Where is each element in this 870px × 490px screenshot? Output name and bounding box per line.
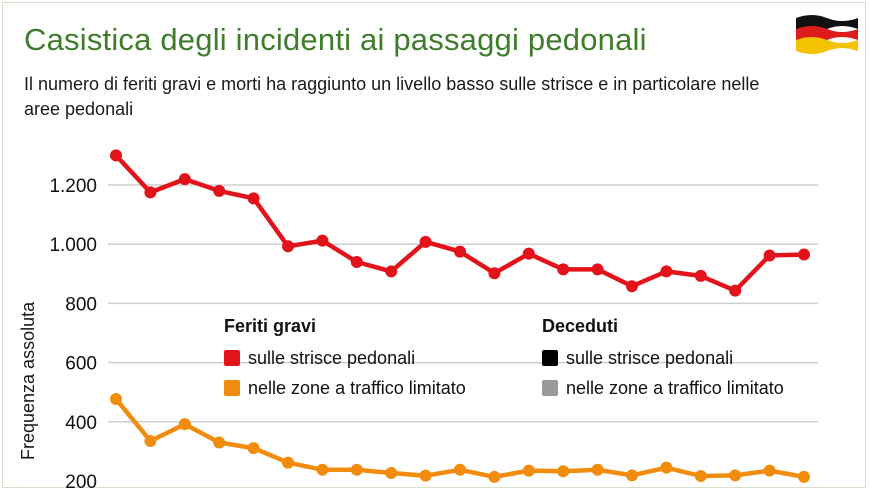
data-point [144,186,157,199]
data-point [316,463,329,476]
y-tick-label: 1.200 [49,176,97,197]
data-point [660,265,673,278]
legend-swatch-gray [542,380,558,396]
data-point [178,418,191,431]
data-point [350,255,363,268]
chart-title: Casistica degli incidenti ai passaggi pe… [24,22,647,57]
data-point [213,184,226,197]
data-point [385,265,398,278]
data-point [557,465,570,478]
legend-swatch-red [224,350,240,366]
y-tick-label: 600 [65,354,97,375]
data-point [729,284,742,297]
data-point [419,469,432,482]
data-point [591,263,604,276]
legend-swatch-orange [224,380,240,396]
data-point [282,240,294,253]
data-point [729,469,742,482]
legend-item-label: nelle zone a traffico limitato [566,377,784,398]
germany-flag-icon [796,15,858,54]
data-point [282,456,294,469]
data-point [626,469,638,482]
series-red [110,149,810,297]
data-point [178,173,191,186]
data-point [522,247,535,260]
data-point [591,463,604,476]
data-point [316,234,329,247]
data-point [488,267,501,280]
legend-deceduti: Deceduti sulle strisce pedonali nelle zo… [542,316,784,403]
legend-feriti-title: Feriti gravi [224,316,317,336]
y-tick-label: 800 [65,294,97,315]
data-point [694,269,707,282]
data-point [350,463,363,476]
y-tick-label: 400 [65,413,97,434]
series-orange [110,393,810,483]
legend-swatch-black [542,350,558,366]
legend-feriti: Feriti gravi sulle strisce pedonali nell… [224,316,466,403]
data-point [110,149,122,162]
data-point [247,192,260,205]
data-point [247,442,260,455]
data-point [385,467,398,480]
data-point [798,248,810,261]
legend-deceduti-title: Deceduti [542,316,619,336]
flag-stripes [796,15,858,54]
data-point [419,235,432,248]
legend-item: nelle zone a traffico limitato [224,373,466,403]
data-point [454,245,466,258]
data-point [213,436,226,449]
data-point [144,435,157,448]
y-tick-label: 1.000 [49,235,97,256]
data-point [798,470,810,483]
data-point [557,263,570,276]
data-point [454,463,466,476]
data-point [763,464,776,477]
legend-item-label: sulle strisce pedonali [566,347,734,368]
legend-item: sulle strisce pedonali [542,343,784,373]
data-point [488,470,501,483]
y-axis-ticks: 200 400 600 800 1.000 1.200 [49,176,97,490]
data-point [626,280,638,293]
data-point [660,461,673,474]
y-tick-label: 200 [65,472,97,490]
y-axis-label-wrap: Frequenza assoluta [18,250,42,460]
y-axis-label: Frequenza assoluta [18,301,38,460]
chart-subtitle: Il numero di feriti gravi e morti ha rag… [24,74,760,119]
legend-item: nelle zone a traffico limitato [542,373,784,403]
data-point [694,469,707,482]
legend-item: sulle strisce pedonali [224,343,466,373]
series-lines [110,149,810,483]
legend-item-label: sulle strisce pedonali [248,347,416,368]
data-point [763,249,776,262]
data-point [522,464,535,477]
data-point [110,393,122,406]
legend-item-label: nelle zone a traffico limitato [248,377,466,398]
